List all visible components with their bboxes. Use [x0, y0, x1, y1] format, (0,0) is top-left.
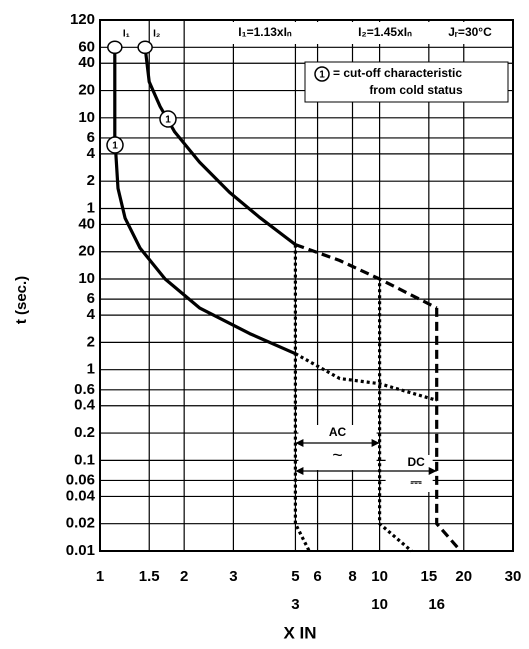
plot-frame	[99, 19, 514, 552]
curve-label: I₁	[123, 29, 130, 40]
y-tick-label: 20	[78, 243, 95, 260]
start-marker	[137, 40, 153, 55]
ac-symbol: ~	[332, 445, 343, 465]
y-tick-label: 20	[78, 82, 95, 99]
dc-label: DC	[407, 455, 425, 469]
x-tick-label: 3	[229, 568, 237, 585]
header-text: I₂=1.45xIₙ	[358, 25, 412, 39]
y-tick-label: 120	[70, 11, 95, 28]
y-tick-label: 1	[87, 199, 95, 216]
y-tick-label: 60	[78, 38, 95, 55]
y-tick-label: 0.6	[74, 381, 95, 398]
curve	[113, 47, 297, 356]
y-tick-label: 0.1	[74, 451, 95, 468]
curve	[435, 307, 462, 553]
x2-tick-label: 3	[291, 596, 299, 613]
x-tick-label: 20	[455, 568, 472, 585]
legend-box	[304, 61, 509, 103]
ac-bg	[298, 425, 377, 470]
curve	[294, 243, 438, 310]
y-tick-label: 4	[87, 145, 96, 162]
y-tick-label: 2	[87, 172, 95, 189]
y-tick-label: 1	[87, 361, 95, 378]
dc-symbol: ⎓	[411, 474, 423, 490]
legend-symbol-circle	[314, 66, 330, 82]
header-strip	[205, 22, 511, 44]
curve	[378, 283, 413, 553]
legend-symbol: 1	[319, 70, 325, 81]
y-tick-label: 40	[78, 54, 95, 71]
y-tick-label: 0.4	[74, 397, 96, 414]
header-text: Jᵣ=30°C	[448, 25, 492, 39]
marker-circle	[106, 136, 124, 154]
y-axis-label: t (sec.)	[13, 276, 30, 324]
x-tick-label: 6	[313, 568, 321, 585]
y-tick-label: 10	[78, 270, 95, 287]
curve	[293, 244, 311, 552]
y-tick-label: 0.02	[66, 515, 95, 532]
y-tick-label: 0.06	[66, 471, 95, 488]
x-tick-label: 8	[348, 568, 356, 585]
y-tick-label: 0.01	[66, 542, 95, 559]
x-tick-label: 5	[291, 568, 299, 585]
x-tick-label: 30	[505, 568, 522, 585]
marker-text: 1	[112, 141, 118, 152]
header-text: I₁=1.13xIₙ	[238, 25, 292, 39]
y-tick-label: 6	[87, 290, 95, 307]
y-tick-label: 0.2	[74, 424, 95, 441]
x2-tick-label: 10	[371, 596, 388, 613]
x-tick-label: 1.5	[139, 568, 160, 585]
x-tick-label: 1	[96, 568, 104, 585]
x-tick-label: 10	[371, 568, 388, 585]
start-marker	[107, 40, 123, 55]
curve-label: I₂	[153, 29, 160, 40]
x-tick-label: 2	[180, 568, 188, 585]
y-tick-label: 6	[87, 129, 95, 146]
y-tick-label: 0.04	[66, 487, 96, 504]
dc-bg	[385, 455, 433, 492]
x-tick-label: 15	[420, 568, 437, 585]
marker-text: 1	[165, 115, 171, 126]
y-tick-label: 4	[87, 306, 96, 323]
y-tick-label: 40	[78, 215, 95, 232]
legend-text: from cold status	[369, 83, 463, 97]
x-axis-label: X IN	[283, 623, 316, 642]
curve	[143, 47, 297, 246]
y-tick-label: 2	[87, 333, 95, 350]
curve	[294, 352, 438, 402]
ac-label: AC	[329, 425, 347, 439]
legend-text: = cut-off characteristic	[333, 66, 462, 80]
y-tick-label: 10	[78, 109, 95, 126]
x2-tick-label: 16	[428, 596, 445, 613]
marker-circle	[159, 110, 177, 128]
